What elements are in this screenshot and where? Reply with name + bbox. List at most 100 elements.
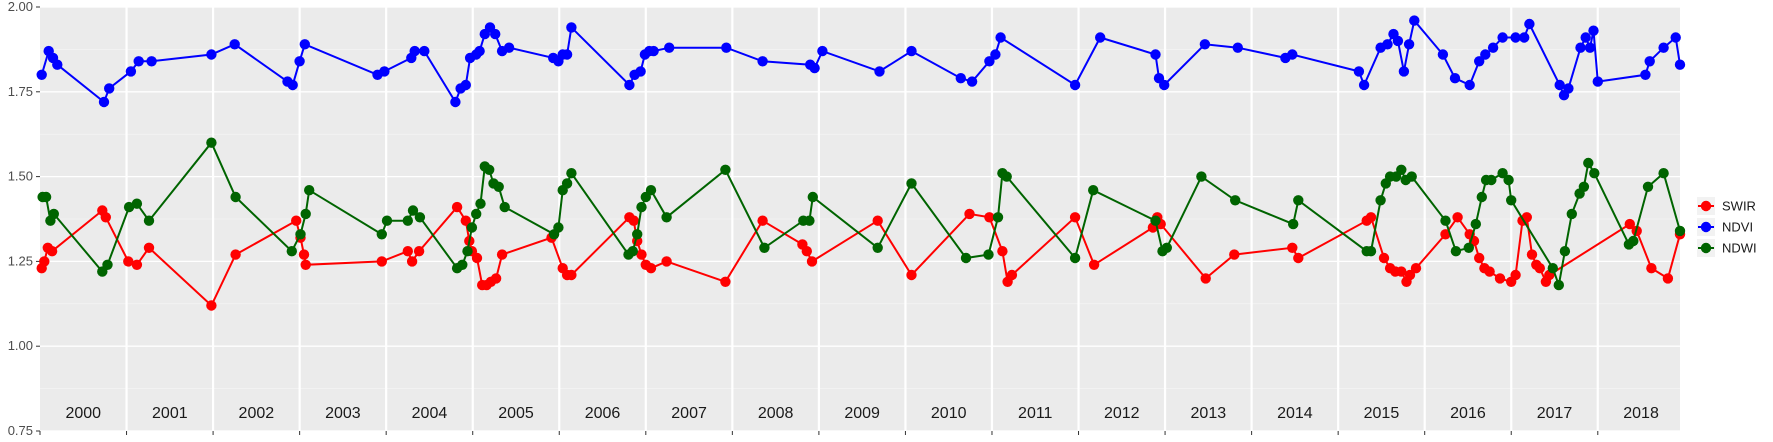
data-point: [409, 45, 420, 57]
data-point: [125, 66, 137, 77]
data-point: [1474, 252, 1485, 264]
data-point: [964, 208, 975, 220]
data-point: [402, 246, 413, 257]
data-point: [1644, 56, 1655, 67]
data-point: [299, 39, 310, 50]
data-point: [809, 62, 820, 74]
data-point: [291, 215, 302, 226]
data-point: [1159, 79, 1170, 91]
data-point: [1646, 263, 1657, 274]
data-point: [1476, 191, 1488, 203]
data-point: [990, 49, 1001, 60]
data-point: [1580, 32, 1591, 43]
data-point: [906, 178, 917, 189]
data-point: [1200, 273, 1211, 284]
data-point: [304, 185, 315, 196]
year-label: 2013: [1191, 405, 1227, 422]
data-point: [1503, 174, 1514, 186]
data-point: [1232, 42, 1244, 53]
data-point: [406, 256, 418, 267]
data-point: [1088, 259, 1100, 270]
data-point: [1088, 185, 1099, 196]
data-point: [503, 42, 515, 53]
data-point: [413, 246, 425, 257]
data-point: [143, 215, 155, 226]
data-point: [1578, 181, 1590, 192]
data-point: [1406, 171, 1417, 182]
legend-item-ndwi: NDWI: [1697, 239, 1757, 257]
data-point: [1674, 225, 1686, 237]
data-point: [457, 259, 468, 270]
data-point: [1566, 208, 1578, 220]
data-point: [1006, 269, 1018, 281]
data-point: [484, 164, 495, 175]
year-label: 2014: [1277, 405, 1313, 422]
data-point: [1375, 195, 1386, 206]
data-point: [566, 168, 577, 179]
data-point: [1658, 168, 1669, 179]
data-point: [1199, 39, 1211, 50]
data-point: [757, 215, 768, 226]
data-point: [561, 178, 573, 189]
data-point: [1628, 235, 1639, 247]
data-point: [1583, 157, 1594, 169]
data-point: [874, 66, 885, 77]
legend-item-ndvi: NDVI: [1697, 218, 1753, 236]
data-point: [720, 276, 731, 287]
data-point: [1378, 252, 1390, 264]
legend-label: NDWI: [1722, 241, 1757, 256]
data-point: [1463, 242, 1475, 253]
legend-label: SWIR: [1722, 199, 1756, 214]
data-point: [100, 212, 112, 223]
data-point: [1464, 79, 1475, 91]
data-point: [379, 66, 390, 77]
data-point: [804, 215, 815, 226]
data-point: [553, 222, 564, 233]
data-point: [474, 45, 485, 57]
data-point: [1440, 215, 1451, 226]
data-point: [1534, 263, 1546, 274]
data-point: [1449, 73, 1461, 84]
data-point: [645, 185, 657, 196]
data-point: [1452, 212, 1463, 223]
data-point: [1409, 15, 1420, 26]
data-point: [1640, 69, 1651, 81]
year-label: 2016: [1450, 405, 1486, 422]
data-point: [960, 252, 972, 264]
year-labels: 2000 2001 2002 2003 2004 2005 2006 2007 2008 2009…: [65, 405, 1658, 422]
data-point: [1293, 195, 1304, 206]
data-point: [1642, 181, 1654, 192]
data-point: [661, 256, 672, 267]
year-label: 2010: [931, 405, 967, 422]
data-point: [451, 201, 463, 213]
data-point: [471, 208, 482, 220]
data-point: [98, 96, 110, 108]
data-point: [102, 259, 113, 270]
data-point: [1497, 168, 1508, 179]
data-point: [721, 42, 732, 53]
data-point: [1497, 32, 1508, 43]
data-point: [1398, 66, 1410, 77]
data-point: [872, 215, 883, 226]
y-tick-label: 2.00: [8, 0, 33, 14]
data-point: [1358, 79, 1370, 91]
data-point: [52, 59, 63, 70]
data-point: [1553, 279, 1565, 291]
year-label: 2012: [1104, 405, 1140, 422]
data-point: [381, 215, 393, 226]
year-label: 2005: [498, 405, 534, 422]
data-point: [131, 198, 143, 209]
data-point: [402, 215, 413, 226]
data-point: [286, 246, 297, 257]
data-point: [131, 259, 143, 270]
data-point: [287, 79, 298, 91]
data-point: [1670, 32, 1681, 43]
data-point: [806, 256, 818, 267]
data-point: [1437, 49, 1449, 60]
data-point: [1229, 249, 1240, 260]
y-tick-label: 1.00: [8, 338, 33, 353]
data-point: [995, 32, 1006, 43]
data-point: [493, 181, 504, 192]
data-point: [407, 205, 419, 216]
